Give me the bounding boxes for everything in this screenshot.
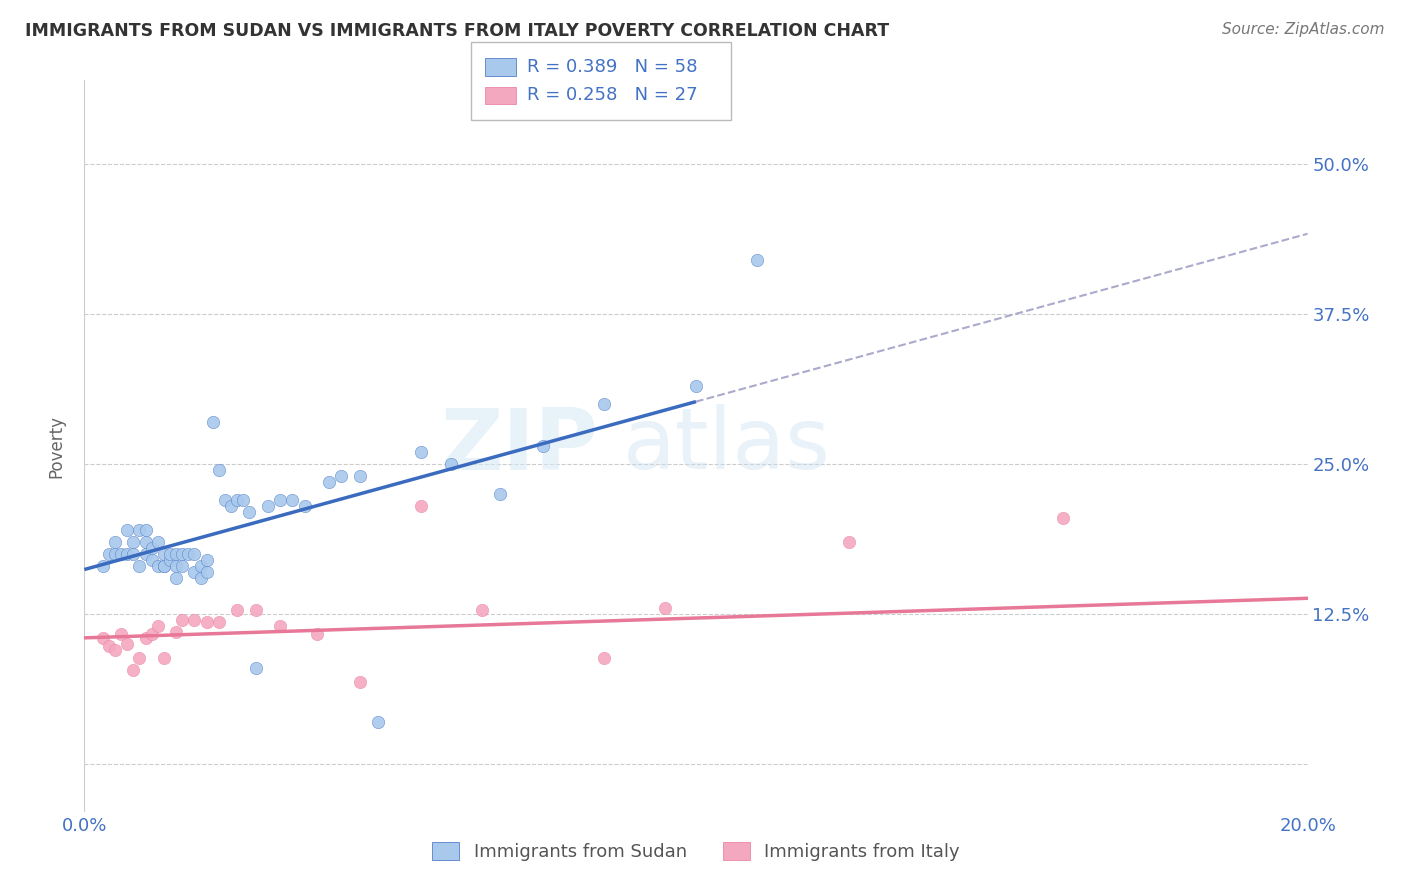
Text: atlas: atlas — [623, 404, 831, 488]
Point — [531, 439, 554, 453]
Point — [409, 499, 432, 513]
Point — [135, 631, 157, 645]
Point — [269, 619, 291, 633]
Text: R = 0.258   N = 27: R = 0.258 N = 27 — [527, 87, 697, 104]
Point — [226, 603, 249, 617]
Point — [146, 619, 169, 633]
Point — [269, 492, 291, 507]
Point — [183, 613, 205, 627]
Point — [104, 643, 127, 657]
Point — [146, 535, 169, 549]
Point — [110, 547, 132, 561]
Point — [318, 475, 340, 489]
Text: Source: ZipAtlas.com: Source: ZipAtlas.com — [1222, 22, 1385, 37]
Point — [159, 547, 181, 561]
Point — [226, 492, 249, 507]
Point — [330, 469, 353, 483]
Text: ZIP: ZIP — [440, 404, 598, 488]
Point — [219, 499, 242, 513]
Point — [838, 535, 860, 549]
Point — [165, 624, 187, 639]
Point — [135, 523, 157, 537]
Point — [146, 558, 169, 573]
Point — [281, 492, 304, 507]
Point — [135, 547, 157, 561]
Point — [201, 415, 224, 429]
Point — [305, 627, 328, 641]
Point — [238, 505, 260, 519]
Point — [122, 547, 145, 561]
Point — [104, 547, 127, 561]
Point — [128, 651, 150, 665]
Point — [195, 615, 218, 630]
Point — [135, 535, 157, 549]
Point — [141, 553, 163, 567]
Point — [183, 565, 205, 579]
Point — [153, 651, 176, 665]
Point — [165, 547, 187, 561]
Point — [245, 661, 267, 675]
Point — [97, 547, 120, 561]
Point — [128, 523, 150, 537]
Point — [172, 547, 194, 561]
Point — [294, 499, 316, 513]
Point — [97, 639, 120, 653]
Point — [153, 558, 176, 573]
Point — [128, 558, 150, 573]
Point — [122, 663, 145, 677]
Point — [91, 558, 114, 573]
Point — [232, 492, 254, 507]
Point — [115, 547, 138, 561]
Point — [153, 558, 176, 573]
Point — [110, 627, 132, 641]
Point — [208, 463, 231, 477]
Point — [747, 253, 769, 268]
Point — [122, 535, 145, 549]
Point — [685, 379, 707, 393]
Point — [183, 547, 205, 561]
Y-axis label: Poverty: Poverty — [48, 415, 66, 477]
Point — [190, 558, 212, 573]
Point — [115, 523, 138, 537]
Point — [367, 714, 389, 729]
Point — [91, 631, 114, 645]
Point — [195, 565, 218, 579]
Point — [489, 487, 512, 501]
Point — [141, 541, 163, 555]
Point — [165, 558, 187, 573]
Point — [172, 613, 194, 627]
Point — [1052, 511, 1074, 525]
Point — [172, 558, 194, 573]
Point — [245, 603, 267, 617]
Point — [195, 553, 218, 567]
Point — [654, 600, 676, 615]
Point — [471, 603, 494, 617]
Point — [208, 615, 231, 630]
Point — [153, 547, 176, 561]
Point — [104, 535, 127, 549]
Point — [159, 553, 181, 567]
Point — [165, 571, 187, 585]
Legend: Immigrants from Sudan, Immigrants from Italy: Immigrants from Sudan, Immigrants from I… — [425, 835, 967, 869]
Text: R = 0.389   N = 58: R = 0.389 N = 58 — [527, 58, 697, 76]
Point — [349, 469, 371, 483]
Point — [257, 499, 280, 513]
Point — [214, 492, 236, 507]
Point — [349, 675, 371, 690]
Point — [115, 637, 138, 651]
Point — [440, 457, 463, 471]
Point — [409, 445, 432, 459]
Point — [190, 571, 212, 585]
Point — [593, 397, 616, 411]
Point — [593, 651, 616, 665]
Point — [141, 627, 163, 641]
Point — [177, 547, 200, 561]
Text: IMMIGRANTS FROM SUDAN VS IMMIGRANTS FROM ITALY POVERTY CORRELATION CHART: IMMIGRANTS FROM SUDAN VS IMMIGRANTS FROM… — [25, 22, 890, 40]
